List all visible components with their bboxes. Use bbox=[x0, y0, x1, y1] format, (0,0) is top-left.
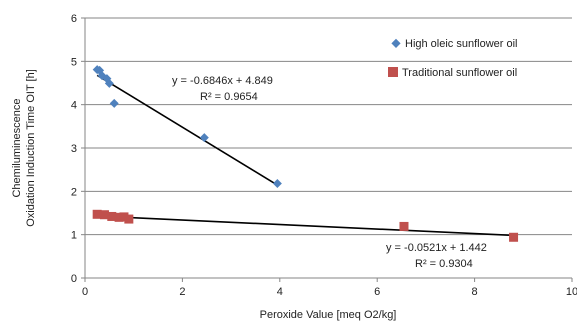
legend-marker-traditional bbox=[388, 67, 398, 77]
point-series-1-1 bbox=[99, 210, 109, 220]
x-tick-label-4: 4 bbox=[277, 286, 283, 298]
point-series-1-4 bbox=[119, 212, 129, 222]
x-tick-labels: 0 2 4 6 8 10 bbox=[82, 278, 577, 298]
y-tick-label-5: 5 bbox=[71, 56, 77, 68]
point-series-1-0 bbox=[92, 209, 102, 219]
x-axis-title: Peroxide Value [meq O2/kg] bbox=[260, 309, 397, 321]
high-oleic-equation: y = -0.6846x + 4.849 bbox=[172, 75, 273, 87]
y-axis-title-line-2: Oxidation Induction Time OIT [h] bbox=[25, 69, 37, 227]
x-tick-label-8: 8 bbox=[472, 286, 478, 298]
trendline-series-1 bbox=[97, 215, 514, 237]
high-oleic-r-squared: R² = 0.9654 bbox=[200, 91, 258, 103]
y-tick-label-3: 3 bbox=[71, 143, 77, 155]
point-series-0-5 bbox=[109, 98, 119, 108]
point-series-1-6 bbox=[399, 221, 409, 231]
x-tick-label-6: 6 bbox=[374, 286, 380, 298]
point-series-1-3 bbox=[114, 212, 124, 222]
legend-label-high-oleic: High oleic sunflower oil bbox=[405, 38, 518, 50]
point-series-1-5 bbox=[124, 214, 134, 224]
y-tick-label-1: 1 bbox=[71, 230, 77, 242]
point-series-0-7 bbox=[272, 179, 282, 189]
traditional-r-squared: R² = 0.9304 bbox=[415, 258, 473, 270]
point-series-0-6 bbox=[199, 133, 209, 143]
point-series-1-7 bbox=[509, 232, 519, 242]
point-series-1-2 bbox=[107, 211, 117, 221]
x-tick-label-2: 2 bbox=[179, 286, 185, 298]
y-tick-labels: 0 1 2 3 4 5 6 bbox=[71, 13, 85, 285]
y-tick-label-2: 2 bbox=[71, 186, 77, 198]
y-tick-label-6: 6 bbox=[71, 13, 77, 25]
legend: High oleic sunflower oil Traditional sun… bbox=[388, 38, 518, 79]
legend-marker-high-oleic bbox=[391, 38, 401, 48]
x-tick-label-10: 10 bbox=[566, 286, 577, 298]
trendlines bbox=[96, 74, 514, 237]
point-series-0-4 bbox=[104, 78, 114, 88]
y-tick-label-4: 4 bbox=[71, 100, 77, 112]
data-points bbox=[92, 65, 519, 242]
gridlines bbox=[85, 17, 572, 236]
y-axis-title-line-1: Chemiluminescence bbox=[11, 98, 23, 197]
y-tick-label-0: 0 bbox=[71, 273, 77, 285]
x-tick-label-0: 0 bbox=[82, 286, 88, 298]
traditional-equation: y = -0.0521x + 1.442 bbox=[386, 242, 487, 254]
legend-label-traditional: Traditional sunflower oil bbox=[402, 67, 517, 79]
trendline-series-0 bbox=[96, 74, 278, 186]
